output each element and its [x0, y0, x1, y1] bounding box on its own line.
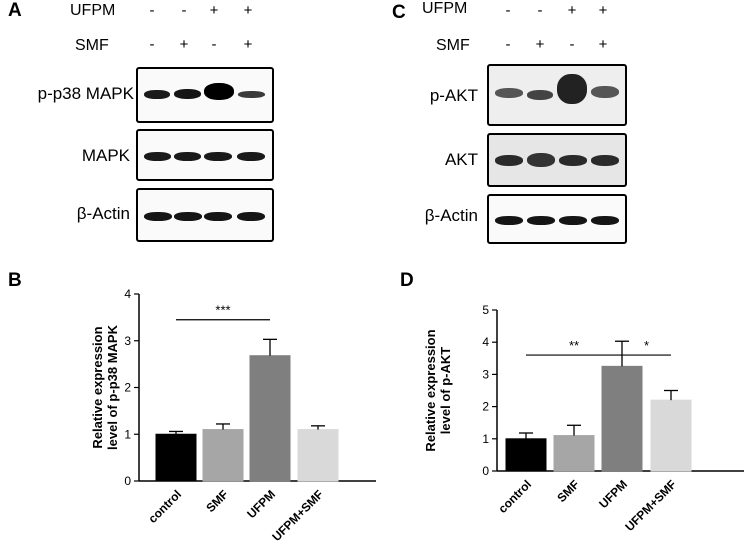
ufpm-sign-1: - [149, 2, 155, 19]
smf-sign-1: - [505, 36, 511, 53]
smf-sign-3: - [569, 36, 575, 53]
y-tick-label: 3 [124, 334, 131, 348]
y-axis-label: Relative expressionlevel of p-AKT [423, 329, 453, 451]
bar-chart-p-p38-mapk: 0 1 2 3 4 Relative expressionlevel of p-p38 M… [90, 287, 376, 544]
blot-image-beta-actin-a [136, 188, 274, 242]
panel-label-c: C [392, 2, 406, 23]
x-tick-label: UFPM+SMF [622, 477, 679, 534]
bar-control [155, 433, 197, 482]
blot-label-p-p38-mapk: p-p38 MAPK [37, 84, 134, 103]
smf-sign-4: + [598, 36, 608, 53]
y-tick-label: 0 [124, 474, 131, 488]
blot-label-beta-actin-c: β-Actin [424, 206, 478, 225]
bar-ufpm [249, 355, 291, 482]
smf-sign-3: - [211, 36, 217, 53]
blot-image-p-akt [487, 64, 627, 126]
bar-ufpm [601, 365, 643, 472]
x-tick-label: UFPM [244, 487, 278, 521]
ufpm-label-c: UFPM [422, 0, 468, 17]
significance-label: * [644, 338, 649, 353]
blot-label-beta-actin-a: β-Actin [76, 204, 130, 223]
y-tick-label: 2 [482, 400, 489, 414]
significance-label: ** [569, 338, 579, 353]
panel-label-b: B [8, 270, 22, 291]
ufpm-sign-4: + [243, 2, 253, 19]
y-tick-label: 0 [482, 464, 489, 478]
blot-label-p-akt: p-AKT [429, 86, 478, 105]
smf-sign-4: + [243, 36, 253, 53]
panel-label-d: D [400, 270, 414, 291]
panel-label-a: A [8, 0, 22, 21]
blot-image-beta-actin-c [487, 194, 627, 244]
x-tick-label: UFPM+SMF [269, 487, 326, 544]
ufpm-sign-1: - [505, 2, 511, 19]
smf-label-a: SMF [75, 37, 109, 54]
bar-control [505, 438, 547, 472]
ufpm-sign-3: + [567, 2, 577, 19]
y-tick-label: 3 [482, 367, 489, 381]
y-tick-label: 4 [124, 287, 131, 301]
blot-image-akt [487, 133, 627, 187]
y-tick-label: 1 [124, 427, 131, 441]
ufpm-sign-3: + [209, 2, 219, 19]
bar-chart-p-akt: 0 1 2 3 4 5 Relative expressionlevel of p-AKT c… [423, 303, 744, 534]
bar-ufpm-smf [297, 429, 339, 482]
blot-label-akt: AKT [444, 150, 478, 169]
y-axis-label: Relative expressionlevel of p-p38 MAPK [90, 324, 120, 450]
blot-image-mapk [136, 129, 274, 181]
x-tick-label: UFPM [596, 477, 630, 511]
y-tick-label: 5 [482, 303, 489, 317]
bar-smf [553, 435, 595, 472]
ufpm-sign-4: + [598, 2, 608, 19]
ufpm-sign-2: - [537, 2, 543, 19]
x-tick-label: control [495, 477, 534, 516]
bar-ufpm-smf [650, 399, 692, 472]
smf-sign-2: + [535, 36, 545, 53]
bar-smf [202, 429, 244, 482]
y-tick-label: 1 [482, 432, 489, 446]
smf-sign-1: - [149, 36, 155, 53]
x-tick-label: SMF [554, 477, 582, 505]
y-tick-label: 4 [482, 335, 489, 349]
smf-label-c: SMF [436, 37, 470, 54]
blot-image-p-p38-mapk [136, 67, 274, 123]
y-tick-label: 2 [124, 381, 131, 395]
x-tick-label: control [145, 487, 184, 526]
significance-label: *** [215, 303, 230, 318]
ufpm-sign-2: - [181, 2, 187, 19]
ufpm-label-a: UFPM [70, 2, 116, 19]
x-tick-label: SMF [203, 487, 231, 515]
smf-sign-2: + [179, 36, 189, 53]
blot-label-mapk: MAPK [81, 146, 130, 165]
